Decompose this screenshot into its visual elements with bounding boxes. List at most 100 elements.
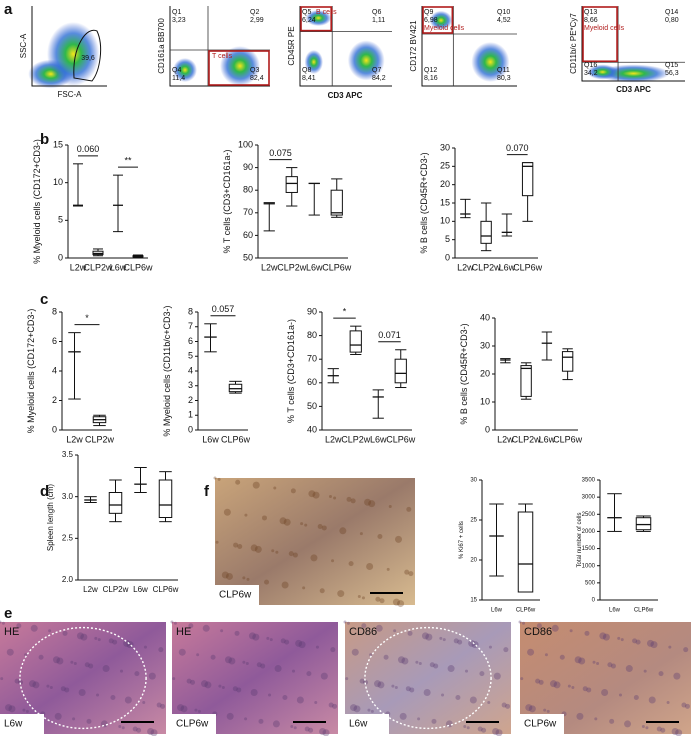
x-tick-label: L6w — [609, 608, 621, 614]
y-tick-label: 80 — [307, 330, 317, 340]
box — [285, 176, 298, 193]
texture — [375, 624, 383, 632]
y-axis-label: % Myeloid cells (CD172+CD3-) — [32, 139, 42, 264]
texture — [78, 688, 86, 696]
texture — [160, 703, 166, 709]
texture — [477, 726, 483, 732]
x-tick-label: L6w — [110, 262, 127, 272]
x-axis-label: FSC-A — [58, 90, 83, 99]
texture — [245, 662, 249, 666]
x-tick-label: CLP6w — [153, 585, 179, 594]
group-label: CLP6w — [176, 719, 209, 730]
texture — [683, 647, 689, 653]
texture — [348, 561, 354, 567]
panel-label: e — [4, 605, 12, 622]
quadrant-name: Q1 — [172, 9, 181, 16]
x-tick-label: CLP2w — [103, 585, 129, 594]
texture — [180, 705, 188, 713]
texture — [401, 657, 409, 665]
box — [561, 351, 574, 372]
texture — [49, 685, 53, 689]
texture — [610, 663, 616, 669]
x-tick-label: CLP2w — [341, 434, 371, 444]
quadrant-value: 56,3 — [665, 70, 679, 77]
texture — [123, 639, 131, 647]
texture — [544, 653, 548, 657]
texture — [242, 660, 246, 664]
texture — [379, 598, 385, 604]
texture — [453, 638, 459, 644]
texture — [331, 559, 335, 563]
texture — [337, 590, 345, 598]
texture — [346, 496, 352, 502]
texture — [377, 681, 385, 689]
texture — [54, 712, 62, 720]
follicle-outline — [364, 626, 492, 730]
texture — [136, 727, 142, 733]
y-tick-label: 25 — [470, 518, 477, 524]
y-axis-label: CD11b/c PE*Cy7 — [569, 13, 578, 74]
texture — [543, 708, 547, 712]
texture — [225, 572, 233, 580]
y-tick-label: 40 — [307, 424, 317, 434]
texture — [273, 486, 277, 490]
texture — [272, 720, 280, 728]
axes — [31, 6, 107, 87]
texture — [290, 724, 294, 728]
texture — [468, 639, 476, 647]
texture — [110, 695, 116, 701]
texture — [330, 647, 336, 653]
quadrant-name: Q7 — [372, 67, 381, 74]
texture — [314, 701, 318, 705]
texture — [302, 586, 306, 590]
y-tick-label: 3500 — [582, 478, 596, 484]
y-axis-label: % Ki67 + cells — [459, 521, 465, 559]
texture — [602, 633, 610, 641]
texture — [319, 588, 325, 594]
texture — [439, 636, 443, 640]
density — [429, 10, 453, 30]
y-tick-label: 20 — [480, 368, 490, 378]
y-tick-label: 6 — [52, 336, 57, 346]
texture — [56, 657, 64, 665]
texture — [201, 680, 209, 688]
y-tick-label: 0 — [188, 424, 193, 434]
quadrant-name: Q2 — [250, 9, 259, 16]
texture — [571, 685, 575, 689]
box — [158, 479, 173, 518]
texture — [618, 693, 622, 697]
texture — [332, 703, 338, 709]
group-label: CLP6w — [524, 719, 557, 730]
y-tick-label: 0 — [445, 252, 450, 262]
texture — [70, 660, 74, 664]
texture — [213, 476, 217, 480]
texture — [546, 709, 550, 713]
texture — [553, 681, 561, 689]
texture — [328, 495, 332, 499]
texture — [46, 684, 50, 688]
texture — [304, 523, 308, 527]
micrograph — [215, 478, 415, 605]
texture — [97, 638, 101, 642]
axes — [169, 6, 270, 87]
texture — [633, 695, 639, 701]
texture — [186, 678, 192, 684]
texture — [124, 696, 132, 704]
y-tick-label: 30 — [440, 142, 450, 152]
texture — [306, 671, 312, 677]
y-axis-label: Total number of cells — [577, 512, 583, 567]
texture — [94, 636, 98, 640]
texture — [551, 624, 559, 632]
y-axis-label: Spleen length (cm) — [46, 484, 55, 551]
texture — [353, 705, 361, 713]
texture — [108, 638, 114, 644]
texture — [284, 639, 290, 645]
density — [471, 42, 510, 82]
y-tick-label: 8 — [188, 306, 193, 316]
y-tick-label: 2500 — [582, 512, 596, 518]
texture — [322, 729, 330, 736]
y-tick-label: 2 — [52, 395, 57, 405]
texture — [364, 498, 372, 506]
texture — [361, 596, 365, 600]
y-axis-label: % Myeloid cells (CD11b/c+CD3-) — [162, 305, 172, 436]
